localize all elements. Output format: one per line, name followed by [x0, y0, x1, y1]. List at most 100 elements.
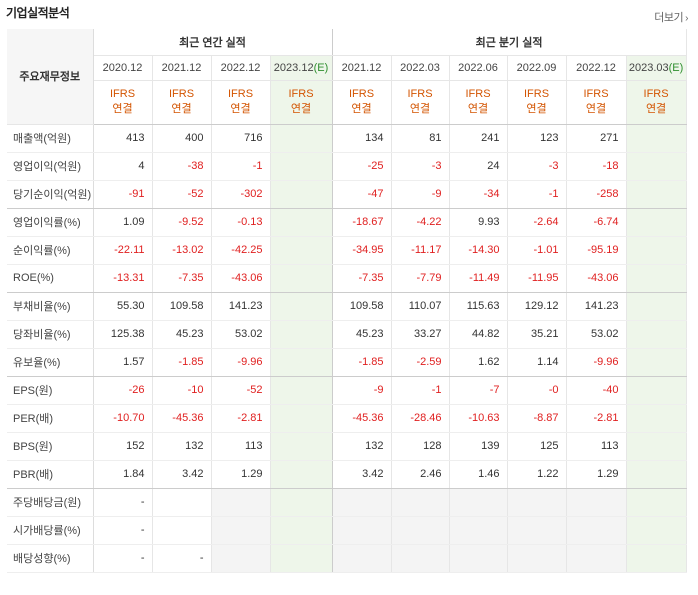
accounting-standard: IFRS 연결 [270, 80, 333, 125]
value-cell: -91 [93, 180, 153, 209]
period-header: 2023.03(E) [626, 55, 687, 81]
value-cell: 3.42 [152, 460, 212, 489]
accounting-standard: IFRS 연결 [626, 80, 687, 125]
value-cell [270, 208, 333, 237]
period-label: 2021.12 [341, 61, 382, 74]
value-cell [626, 320, 687, 349]
value-cell: -9.52 [152, 208, 212, 237]
value-cell: 132 [332, 432, 392, 461]
standard-ifrs: IFRS [643, 88, 669, 100]
period-label: 2022.12 [576, 61, 616, 74]
value-cell: - [152, 544, 212, 573]
table-row: 유보율(%) 1.57 -1.85 -9.96 -1.85 -2.59 1.62 1.14 -9… [7, 348, 687, 377]
table-row: 매출액(억원) 413 400 716 134 81 241 123 271 [7, 124, 687, 153]
standard-ifrs: IFRS [465, 88, 491, 100]
value-cell: -11.17 [391, 236, 450, 265]
value-cell: -1 [391, 376, 450, 405]
value-cell [332, 544, 392, 573]
value-cell: 716 [211, 124, 271, 153]
value-cell: -38 [152, 152, 212, 181]
row-label: 순이익률(%) [7, 236, 94, 265]
table-row: ROE(%) -13.31 -7.35 -43.06 -7.35 -7.79 -11.49-… [7, 264, 687, 293]
value-cell [211, 488, 271, 517]
value-cell: 1.09 [93, 208, 153, 237]
value-cell [270, 488, 333, 517]
table-row: 부채비율(%) 55.30 109.58 141.23 109.58 110.07 115.… [7, 292, 687, 321]
value-cell: 3.42 [332, 460, 392, 489]
accounting-standard: IFRS 연결 [391, 80, 450, 125]
value-cell: -18.67 [332, 208, 392, 237]
value-cell [626, 236, 687, 265]
value-cell [626, 124, 687, 153]
value-cell [270, 516, 333, 545]
value-cell [626, 264, 687, 293]
value-cell: 113 [566, 432, 627, 461]
value-cell [270, 180, 333, 209]
value-cell [211, 544, 271, 573]
value-cell: 400 [152, 124, 212, 153]
period-header: 2022.03 [391, 55, 450, 81]
value-cell: -10.70 [93, 404, 153, 433]
table-row: PBR(배) 1.84 3.42 1.29 3.42 2.46 1.46 1.22 1.29 [7, 460, 687, 489]
row-label: 당기순이익(억원) [7, 180, 94, 209]
row-label-header: 주요재무정보 [7, 29, 94, 125]
value-cell: -3 [391, 152, 450, 181]
standard-consolidated: 연결 [112, 103, 133, 115]
table-row: 영업이익률(%) 1.09 -9.52 -0.13 -18.67 -4.22 9.93 -2.… [7, 208, 687, 237]
value-cell [332, 488, 392, 517]
more-link[interactable]: 더보기 › [654, 9, 688, 25]
value-cell [566, 544, 627, 573]
value-cell: -2.64 [507, 208, 567, 237]
period-header: 2022.06 [449, 55, 508, 81]
value-cell: -302 [211, 180, 271, 209]
value-cell: -9 [391, 180, 450, 209]
value-cell: -52 [152, 180, 212, 209]
period-label: 2023.12 [273, 61, 314, 74]
table-row: EPS(원) -26 -10 -52 -9 -1 -7 -0 -40 [7, 376, 687, 405]
standard-consolidated: 연결 [645, 103, 667, 115]
value-cell: 1.62 [449, 348, 508, 377]
value-cell [270, 404, 333, 433]
value-cell: -11.49 [449, 264, 508, 293]
value-cell: 45.23 [332, 320, 392, 349]
value-cell [626, 208, 687, 237]
value-cell [391, 516, 450, 545]
value-cell: - [93, 516, 153, 545]
table-body: 매출액(억원) 413 400 716 134 81 241 123 271 영업이익(억원) 4-… [7, 124, 687, 573]
value-cell: 1.29 [566, 460, 627, 489]
value-cell: 35.21 [507, 320, 567, 349]
value-cell [626, 180, 687, 209]
period-label: 2022.06 [458, 61, 498, 74]
value-cell [566, 488, 627, 517]
row-label: PER(배) [7, 404, 94, 433]
table-row: BPS(원) 152 132 113 132 128 139 125 113 [7, 432, 687, 461]
value-cell: -22.11 [93, 236, 153, 265]
section-title: 기업실적분석 [6, 6, 70, 20]
value-cell: -42.25 [211, 236, 271, 265]
row-label: 당좌비율(%) [7, 320, 94, 349]
value-cell [270, 292, 333, 321]
value-cell [391, 488, 450, 517]
accounting-standard: IFRS 연결 [449, 80, 508, 125]
accounting-standard: IFRS 연결 [93, 80, 153, 125]
value-cell: 81 [391, 124, 450, 153]
value-cell: 134 [332, 124, 392, 153]
value-cell [626, 152, 687, 181]
value-cell: -52 [211, 376, 271, 405]
value-cell: 115.63 [449, 292, 508, 321]
value-cell [270, 236, 333, 265]
table-row: 당좌비율(%) 125.38 45.23 53.02 45.23 33.27 44.82 35… [7, 320, 687, 349]
value-cell: 1.57 [93, 348, 153, 377]
value-cell: -1.85 [152, 348, 212, 377]
value-cell [626, 460, 687, 489]
value-cell: 141.23 [211, 292, 271, 321]
value-cell [626, 544, 687, 573]
standard-consolidated: 연결 [409, 103, 431, 115]
value-cell: 132 [152, 432, 212, 461]
value-cell: 55.30 [93, 292, 153, 321]
value-cell: 1.22 [507, 460, 567, 489]
value-cell: 128 [391, 432, 450, 461]
value-cell: -34.95 [332, 236, 392, 265]
value-cell: 24 [449, 152, 508, 181]
value-cell: -8.87 [507, 404, 567, 433]
